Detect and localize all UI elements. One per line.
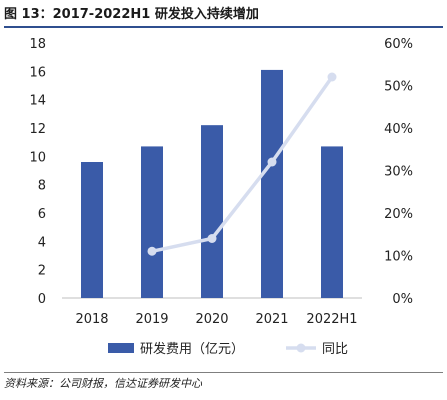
left-tick-label: 14 xyxy=(29,94,46,109)
line-point xyxy=(267,157,277,167)
right-tick-label: 50% xyxy=(384,80,413,95)
left-tick-label: 2 xyxy=(38,264,46,279)
legend-swatch-point xyxy=(296,343,306,353)
line-path xyxy=(151,75,334,254)
x-tick-label: 2021 xyxy=(255,312,288,327)
bar xyxy=(321,146,343,298)
left-tick-label: 12 xyxy=(29,122,46,137)
source-note: 资料来源：公司财报，信达证券研发中心 xyxy=(4,372,443,396)
line-series xyxy=(147,72,337,256)
legend: 研发费用（亿元） 同比 xyxy=(108,341,348,357)
left-axis-ticks: 0 2 4 6 8 10 12 14 16 18 xyxy=(29,37,46,307)
right-tick-label: 0% xyxy=(392,292,413,307)
x-tick-label: 2019 xyxy=(135,312,168,327)
chart: 0 2 4 6 8 10 12 14 16 18 0% 10% 20% 30% 40% 50% 60% 201… xyxy=(29,37,413,357)
bar xyxy=(201,125,223,299)
left-tick-label: 4 xyxy=(38,235,46,250)
legend-label-bar: 研发费用（亿元） xyxy=(140,341,244,357)
right-tick-label: 60% xyxy=(384,37,413,52)
x-tick-label: 2020 xyxy=(195,312,228,327)
left-tick-label: 10 xyxy=(29,150,46,165)
bar-series xyxy=(81,69,343,299)
right-tick-label: 20% xyxy=(384,207,413,222)
figure-title: 图 13：2017-2022H1 研发投入持续增加 xyxy=(4,2,443,28)
line-point xyxy=(147,246,157,256)
x-tick-label: 2018 xyxy=(75,312,108,327)
right-tick-label: 10% xyxy=(384,250,413,265)
line-point xyxy=(327,72,337,82)
bar xyxy=(81,162,103,298)
line-point xyxy=(207,234,217,243)
left-tick-label: 6 xyxy=(38,207,46,222)
right-tick-label: 30% xyxy=(384,165,413,180)
bar xyxy=(261,69,283,299)
legend-swatch-bar xyxy=(108,343,134,353)
right-tick-label: 40% xyxy=(384,122,413,137)
left-tick-label: 0 xyxy=(38,292,46,307)
x-axis-ticks: 2018 2019 2020 2021 2022H1 xyxy=(75,312,357,327)
x-tick-label: 2022H1 xyxy=(306,312,357,327)
legend-label-line: 同比 xyxy=(322,342,348,357)
left-tick-label: 8 xyxy=(38,179,46,194)
right-axis-ticks: 0% 10% 20% 30% 40% 50% 60% xyxy=(384,37,413,307)
left-tick-label: 18 xyxy=(29,37,46,52)
left-tick-label: 16 xyxy=(29,65,46,80)
bar xyxy=(141,146,163,298)
